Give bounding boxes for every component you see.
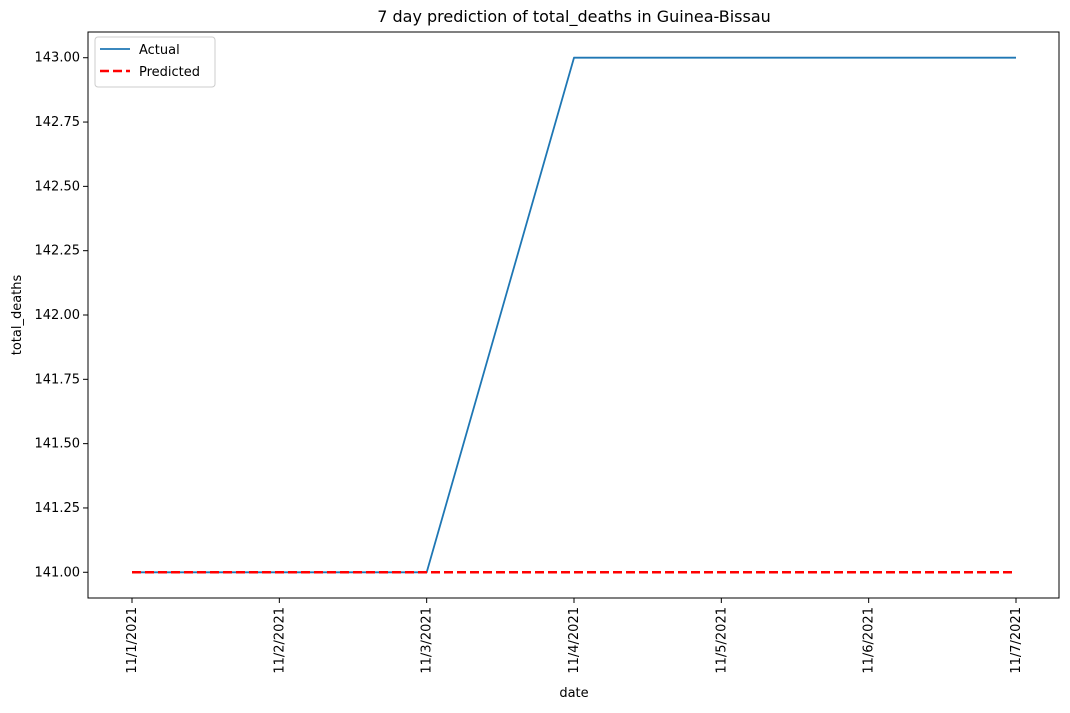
- series-layer: [132, 56, 1016, 574]
- plot-area: [87, 31, 1060, 599]
- legend-label-predicted: Predicted: [139, 65, 200, 80]
- x-tick-label: 11/4/2021: [567, 607, 582, 674]
- y-tick-label: 142.00: [35, 308, 81, 323]
- legend: Actual Predicted: [94, 36, 216, 88]
- x-tick-label: 11/5/2021: [714, 607, 729, 674]
- x-tick-label: 11/3/2021: [420, 607, 435, 674]
- chart-title: 7 day prediction of total_deaths in Guin…: [377, 7, 771, 27]
- y-axis: 141.00 141.25 141.50 141.75 142.00 142.25 142.…: [35, 51, 88, 580]
- y-tick-label: 141.75: [35, 372, 81, 387]
- y-tick-label: 141.50: [35, 437, 81, 452]
- x-tick-label: 11/6/2021: [862, 607, 877, 674]
- y-tick-label: 142.50: [35, 179, 81, 194]
- y-tick-label: 142.75: [35, 115, 81, 130]
- y-tick-label: 141.25: [35, 501, 81, 516]
- x-tick-label: 11/2/2021: [272, 607, 287, 674]
- legend-label-actual: Actual: [139, 43, 180, 58]
- x-axis-label: date: [559, 686, 588, 701]
- y-tick-label: 141.00: [35, 565, 81, 580]
- y-tick-label: 143.00: [35, 51, 81, 66]
- y-axis-label: total_deaths: [10, 275, 25, 356]
- x-tick-label: 11/1/2021: [125, 607, 140, 674]
- x-axis: 11/1/2021 11/2/2021 11/3/2021 11/4/2021 11/5…: [125, 598, 1024, 674]
- y-tick-label: 142.25: [35, 244, 81, 259]
- x-tick-label: 11/7/2021: [1009, 607, 1024, 674]
